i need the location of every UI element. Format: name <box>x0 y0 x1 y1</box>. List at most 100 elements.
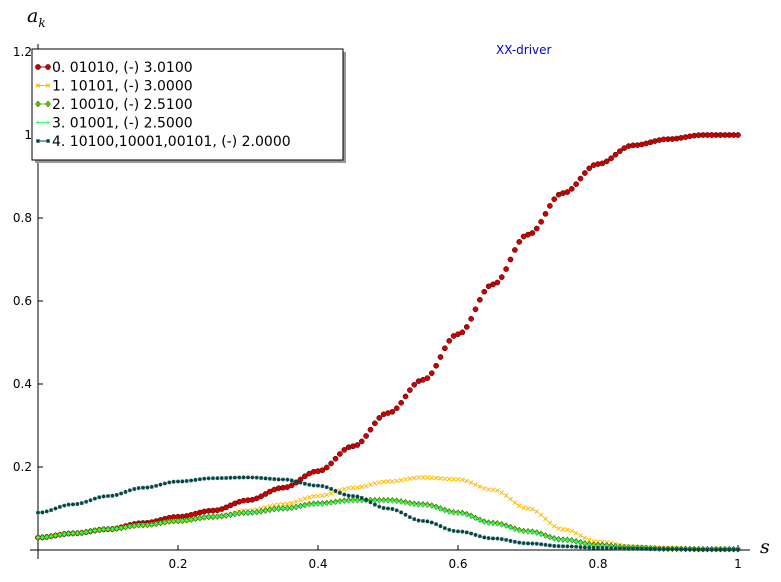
series-4-point <box>565 544 570 549</box>
series-4-point <box>386 506 390 511</box>
series-4-point <box>521 541 526 546</box>
series-1-point <box>551 523 557 529</box>
legend-box <box>31 48 344 161</box>
series-4-point <box>162 481 167 486</box>
series-4-point <box>552 543 557 548</box>
series-4-point <box>136 486 141 491</box>
y-tick-label-3: 0.8 <box>13 211 32 225</box>
series-3-point <box>407 501 412 506</box>
series-3-point <box>447 510 452 515</box>
series-3-point <box>469 514 474 519</box>
series-4-point <box>92 496 97 501</box>
series-4-point <box>250 475 255 480</box>
series-4-point <box>499 537 504 542</box>
legend-swatch-marker <box>45 100 51 108</box>
series-0-point <box>389 408 396 415</box>
series-4-point <box>71 502 75 507</box>
series-3-point <box>346 499 351 504</box>
series-4-point <box>337 490 342 495</box>
series-0-point <box>428 370 435 377</box>
series-1-point <box>477 484 483 489</box>
series-4-point <box>574 544 579 549</box>
series-3-point <box>486 521 491 526</box>
series-3-point <box>390 499 395 504</box>
series-4-point <box>617 546 622 551</box>
series-1-point <box>381 479 386 485</box>
series-4-point <box>202 476 207 481</box>
series-4-point <box>57 504 62 509</box>
series-0-point <box>568 185 575 192</box>
series-3-point <box>106 527 110 532</box>
series-1-point <box>556 526 561 531</box>
series-0-point <box>542 211 549 217</box>
series-1-point <box>411 475 417 481</box>
series-4-point <box>701 547 705 552</box>
series-4-point <box>97 495 102 500</box>
series-3-point <box>482 520 487 525</box>
series-4-point <box>447 527 452 532</box>
series-3-point <box>228 512 233 517</box>
series-3-point <box>162 520 167 525</box>
series-1-point <box>591 538 596 544</box>
series-4-point <box>631 546 635 551</box>
series-4-point <box>158 482 163 487</box>
series-0-point <box>468 315 474 322</box>
series-0-point <box>424 375 431 381</box>
series-1-point <box>499 490 505 495</box>
series-4-point <box>709 547 714 552</box>
series-4-point <box>276 477 281 482</box>
series-4-point <box>127 488 132 493</box>
series-4-point <box>652 547 657 552</box>
series-0-point <box>459 329 466 336</box>
series-3-point <box>394 499 399 504</box>
series-1-point <box>407 476 413 482</box>
series-0-point <box>367 426 374 433</box>
series-3-point <box>421 503 425 508</box>
series-1-point <box>285 501 290 507</box>
series-0-point <box>551 196 558 203</box>
series-3-point <box>167 519 172 524</box>
series-4-point <box>491 536 495 541</box>
series-4-point <box>302 481 307 486</box>
series-4-point <box>180 479 185 484</box>
series-1-point <box>403 477 408 482</box>
legend: 0. 01010, (-) 3.0100 1. 10101, (-) 3.0000… <box>31 48 346 163</box>
series-3-point <box>320 502 325 507</box>
series-0-point <box>516 239 523 245</box>
y-axis-label: ak <box>27 5 46 30</box>
series-1-point <box>298 497 303 503</box>
series-3-point <box>44 534 49 539</box>
series-4-point <box>289 478 294 483</box>
series-3-point <box>434 505 439 510</box>
series-3-point <box>180 518 185 523</box>
series-3-point <box>473 516 478 521</box>
series-1-point <box>420 475 426 480</box>
legend-swatch-marker <box>36 120 40 125</box>
series-1-point <box>508 496 513 502</box>
series-3-point <box>66 531 71 536</box>
series-1-point <box>368 482 373 487</box>
series-3-point <box>189 517 194 522</box>
series-0-point <box>477 296 483 303</box>
series-4-point <box>329 486 334 491</box>
legend-label-2: 2. 10010, (-) 2.5100 <box>52 97 193 113</box>
series-3-point <box>193 516 198 521</box>
series-3-point <box>215 514 220 519</box>
series-0-point <box>258 493 264 500</box>
series-4-point <box>639 546 644 551</box>
series-4-point <box>53 506 58 511</box>
series-4-point <box>434 522 439 527</box>
series-3-point <box>232 511 237 516</box>
series-3-point <box>101 527 106 532</box>
series-4-point <box>75 502 80 507</box>
series-4-point <box>530 541 535 546</box>
series-1-point <box>315 493 321 499</box>
series-4-point <box>473 532 478 537</box>
series-3-point <box>377 499 382 504</box>
series-3-point <box>119 525 124 530</box>
series-0-point <box>288 482 295 489</box>
series-1-point <box>525 506 531 511</box>
series-3-point <box>294 505 299 510</box>
series-4-point <box>526 541 530 546</box>
series-3-point <box>547 535 552 540</box>
